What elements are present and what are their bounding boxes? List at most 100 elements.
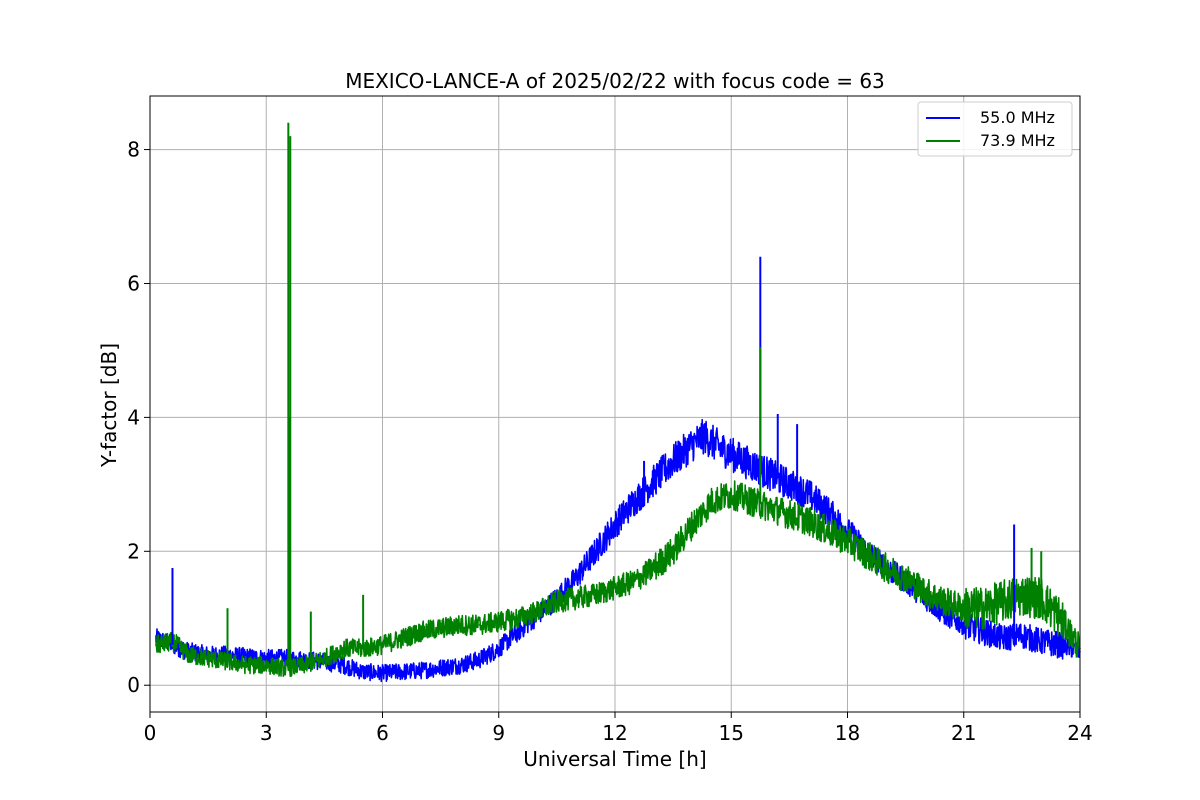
data-point (246, 664, 248, 666)
data-point (439, 627, 442, 630)
data-point (827, 530, 829, 533)
series-line-73-9-mhz (155, 480, 1081, 678)
data-point (420, 630, 423, 633)
x-tick-label: 9 (492, 721, 505, 745)
data-point (478, 624, 481, 626)
data-point (904, 577, 907, 579)
data-point (769, 506, 771, 509)
series-group (155, 122, 1081, 683)
data-point (381, 644, 384, 646)
legend: 55.0 MHz 73.9 MHz (917, 101, 1073, 157)
legend-box (917, 101, 1073, 157)
data-point (207, 657, 209, 660)
data-point (420, 669, 423, 672)
data-point (497, 620, 500, 623)
data-point (691, 523, 694, 526)
data-point (284, 657, 287, 660)
data-point (478, 658, 481, 661)
data-point (769, 473, 771, 476)
data-point (703, 435, 705, 437)
data-point (788, 513, 791, 516)
data-point (1059, 644, 1062, 646)
data-point (866, 553, 868, 556)
data-point (633, 500, 636, 502)
x-tick-label: 15 (719, 721, 744, 745)
data-point (536, 610, 539, 613)
legend-label: 55.0 MHz (980, 108, 1055, 127)
data-point (962, 624, 965, 626)
x-axis-label: Universal Time [h] (523, 747, 706, 771)
data-point (575, 597, 578, 599)
data-point (672, 550, 674, 553)
data-point (575, 577, 578, 579)
data-point (187, 654, 190, 656)
x-tick-label: 3 (260, 721, 273, 745)
chart-title: MEXICO-LANCE-A of 2025/02/22 with focus … (345, 69, 885, 93)
data-point (846, 540, 849, 543)
data-point (439, 667, 442, 669)
data-point (362, 671, 364, 673)
x-tick-label: 24 (1067, 721, 1092, 745)
data-point (594, 550, 597, 553)
data-point (1021, 634, 1023, 636)
data-point (517, 617, 519, 620)
data-point (691, 443, 694, 445)
data-point (342, 664, 345, 666)
y-axis-label: Y-factor [dB] (97, 343, 121, 468)
data-point (943, 600, 946, 603)
data-point (807, 493, 810, 496)
data-point (1001, 600, 1004, 603)
x-tick-label: 12 (602, 721, 627, 745)
y-tick-label: 0 (127, 673, 140, 697)
x-tick-label: 0 (144, 721, 157, 745)
data-point (672, 460, 674, 462)
y-tick-label: 2 (127, 539, 140, 563)
data-point (982, 630, 984, 633)
data-point (459, 664, 461, 666)
data-point (614, 523, 616, 526)
data-point (885, 567, 888, 569)
data-point (401, 637, 403, 640)
data-point (711, 500, 713, 502)
y-tick-label: 4 (127, 405, 140, 429)
data-point (265, 664, 268, 666)
data-point (323, 657, 326, 660)
y-tick-label: 6 (127, 271, 140, 295)
data-point (827, 510, 829, 512)
data-point (633, 580, 636, 583)
data-point (401, 671, 403, 673)
data-point (924, 590, 926, 593)
data-point (342, 647, 345, 650)
data-point (730, 493, 733, 496)
data-point (749, 500, 752, 502)
x-tick-label: 18 (835, 721, 860, 745)
data-point (1059, 617, 1062, 620)
data-point (807, 520, 810, 522)
data-point (265, 657, 268, 660)
data-point (1040, 640, 1043, 643)
x-tick-label: 6 (376, 721, 389, 745)
series-line-55-0-mhz (155, 418, 1081, 683)
data-point (381, 672, 384, 674)
series-55-0-mhz (155, 418, 1081, 683)
data-point (652, 480, 655, 482)
data-point (1001, 637, 1004, 640)
data-point (594, 594, 597, 596)
series-73-9-mhz (155, 480, 1081, 678)
data-point (155, 644, 157, 646)
x-tick-label: 21 (951, 721, 976, 745)
data-point (517, 630, 519, 633)
data-point (284, 667, 287, 670)
data-point (652, 567, 655, 569)
y-tick-label: 8 (127, 138, 140, 162)
data-point (730, 453, 733, 456)
data-point (962, 607, 965, 610)
data-point (1021, 594, 1023, 596)
data-point (556, 600, 558, 603)
data-point (614, 587, 616, 589)
data-point (304, 664, 306, 666)
data-point (749, 463, 752, 466)
data-point (982, 607, 984, 610)
